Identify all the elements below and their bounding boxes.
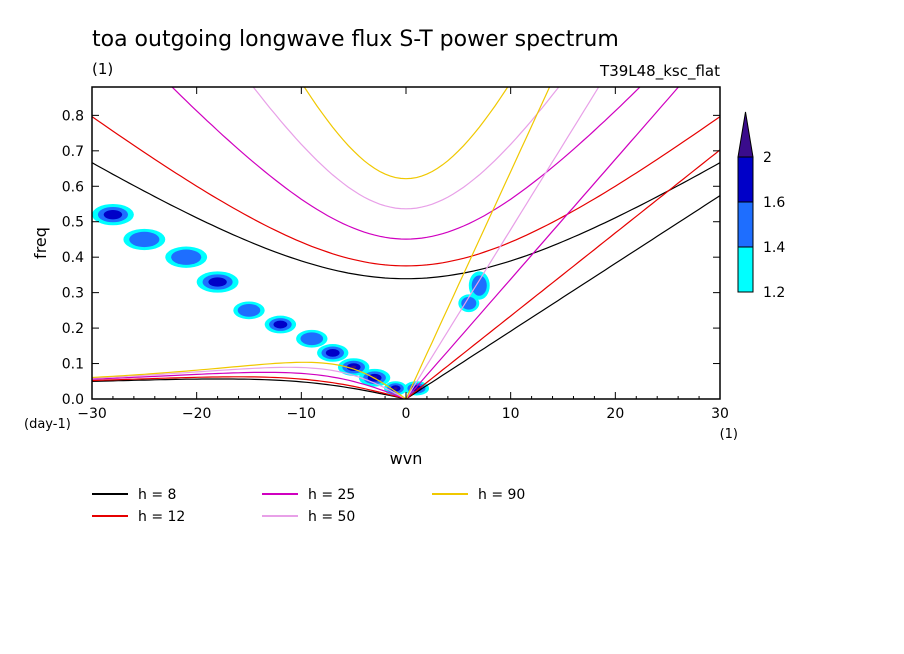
- colorbar-swatch-2: [737, 156, 754, 203]
- gravity-curve-h8: [92, 162, 720, 280]
- rossby-curve-h50: [92, 366, 407, 399]
- y-tick-label: 0.4: [62, 250, 84, 266]
- contour-blob-11-level-2: [103, 209, 123, 220]
- plot-frame: [91, 86, 721, 400]
- x-tick-label: −20: [182, 406, 212, 422]
- x-tick-label: 0: [402, 406, 411, 422]
- contour-blob-13-level-1: [461, 296, 477, 310]
- y-tick-label: 0.7: [62, 144, 84, 160]
- colorbar-label: 1.2: [763, 285, 785, 301]
- kelvin-curve-h90: [405, 87, 551, 399]
- colorbar-label: 1.6: [763, 195, 785, 211]
- rossby-curve-h8: [92, 378, 407, 399]
- gravity-curve-h12: [92, 116, 720, 267]
- x-tick-label: −30: [77, 406, 107, 422]
- x-tick-label: 10: [502, 406, 520, 422]
- legend-label-h25: h = 25: [308, 487, 355, 503]
- rossby-curve-h25: [92, 371, 407, 399]
- contour-blob-8-level-2: [208, 277, 227, 287]
- rossby-curve-h12: [92, 376, 407, 399]
- colorbar-label: 1.4: [763, 240, 785, 256]
- chart-title: toa outgoing longwave flux S-T power spe…: [92, 27, 619, 52]
- colorbar-extend-max: [737, 111, 754, 158]
- y-tick-label: 0.8: [62, 108, 84, 124]
- legend-label-h90: h = 90: [478, 487, 525, 503]
- colorbar-swatch-0: [737, 246, 754, 293]
- kelvin-curve-h8: [405, 195, 720, 399]
- colorbar: 1.2 1.4 1.6 2: [737, 111, 785, 301]
- chart-subtitle-left: (1): [92, 60, 113, 78]
- gravity-curve-h25: [171, 87, 641, 240]
- gravity-curve-h90: [303, 87, 509, 180]
- chart-subtitle-right: T39L48_ksc_flat: [599, 62, 720, 81]
- axis-ticks: −30 −20 −10 0 10 20 30 0.0 0.1 0.2 0.3 0.4 0.5 0.6 0.7…: [62, 87, 729, 422]
- y-tick-label: 0.2: [62, 321, 84, 337]
- contour-blob-10-level-1: [129, 231, 160, 248]
- contour-blob-4-level-2: [325, 349, 340, 357]
- y-tick-label: 0.0: [62, 392, 84, 408]
- contour-blob-3-level-3: [351, 365, 357, 369]
- y-axis-unit: (day-1): [24, 417, 71, 432]
- contour-blob-12-level-1: [471, 275, 487, 296]
- legend: h = 8 h = 12 h = 25 h = 50 h = 90: [92, 487, 525, 525]
- legend-label-h12: h = 12: [138, 509, 185, 525]
- y-tick-label: 0.3: [62, 286, 84, 302]
- x-axis-label: wvn: [390, 449, 423, 468]
- x-tick-label: 30: [711, 406, 729, 422]
- kelvin-curve-h25: [405, 87, 680, 399]
- legend-label-h8: h = 8: [138, 487, 176, 503]
- x-tick-label: 20: [606, 406, 624, 422]
- x-axis-unit: (1): [720, 427, 738, 442]
- gravity-curve-h50: [252, 87, 560, 210]
- legend-label-h50: h = 50: [308, 509, 355, 525]
- contour-blob-5-level-1: [300, 332, 324, 346]
- dispersion-curves: [92, 87, 720, 399]
- contour-blob-9-level-1: [171, 249, 202, 265]
- rossby-curve-h90: [92, 361, 407, 399]
- kelvin-curve-h12: [405, 149, 720, 399]
- y-tick-label: 0.5: [62, 215, 84, 231]
- contour-blob-7-level-1: [237, 303, 261, 317]
- contour-blob-6-level-2: [273, 320, 288, 329]
- x-tick-label: −10: [287, 406, 317, 422]
- contour-blob-0-level-3: [393, 387, 398, 390]
- y-tick-label: 0.1: [62, 357, 84, 373]
- colorbar-swatch-1: [737, 201, 754, 248]
- kelvin-curve-h50: [405, 87, 600, 399]
- y-tick-label: 0.6: [62, 179, 84, 195]
- colorbar-label: 2: [763, 150, 772, 166]
- y-axis-label: freq: [31, 227, 50, 259]
